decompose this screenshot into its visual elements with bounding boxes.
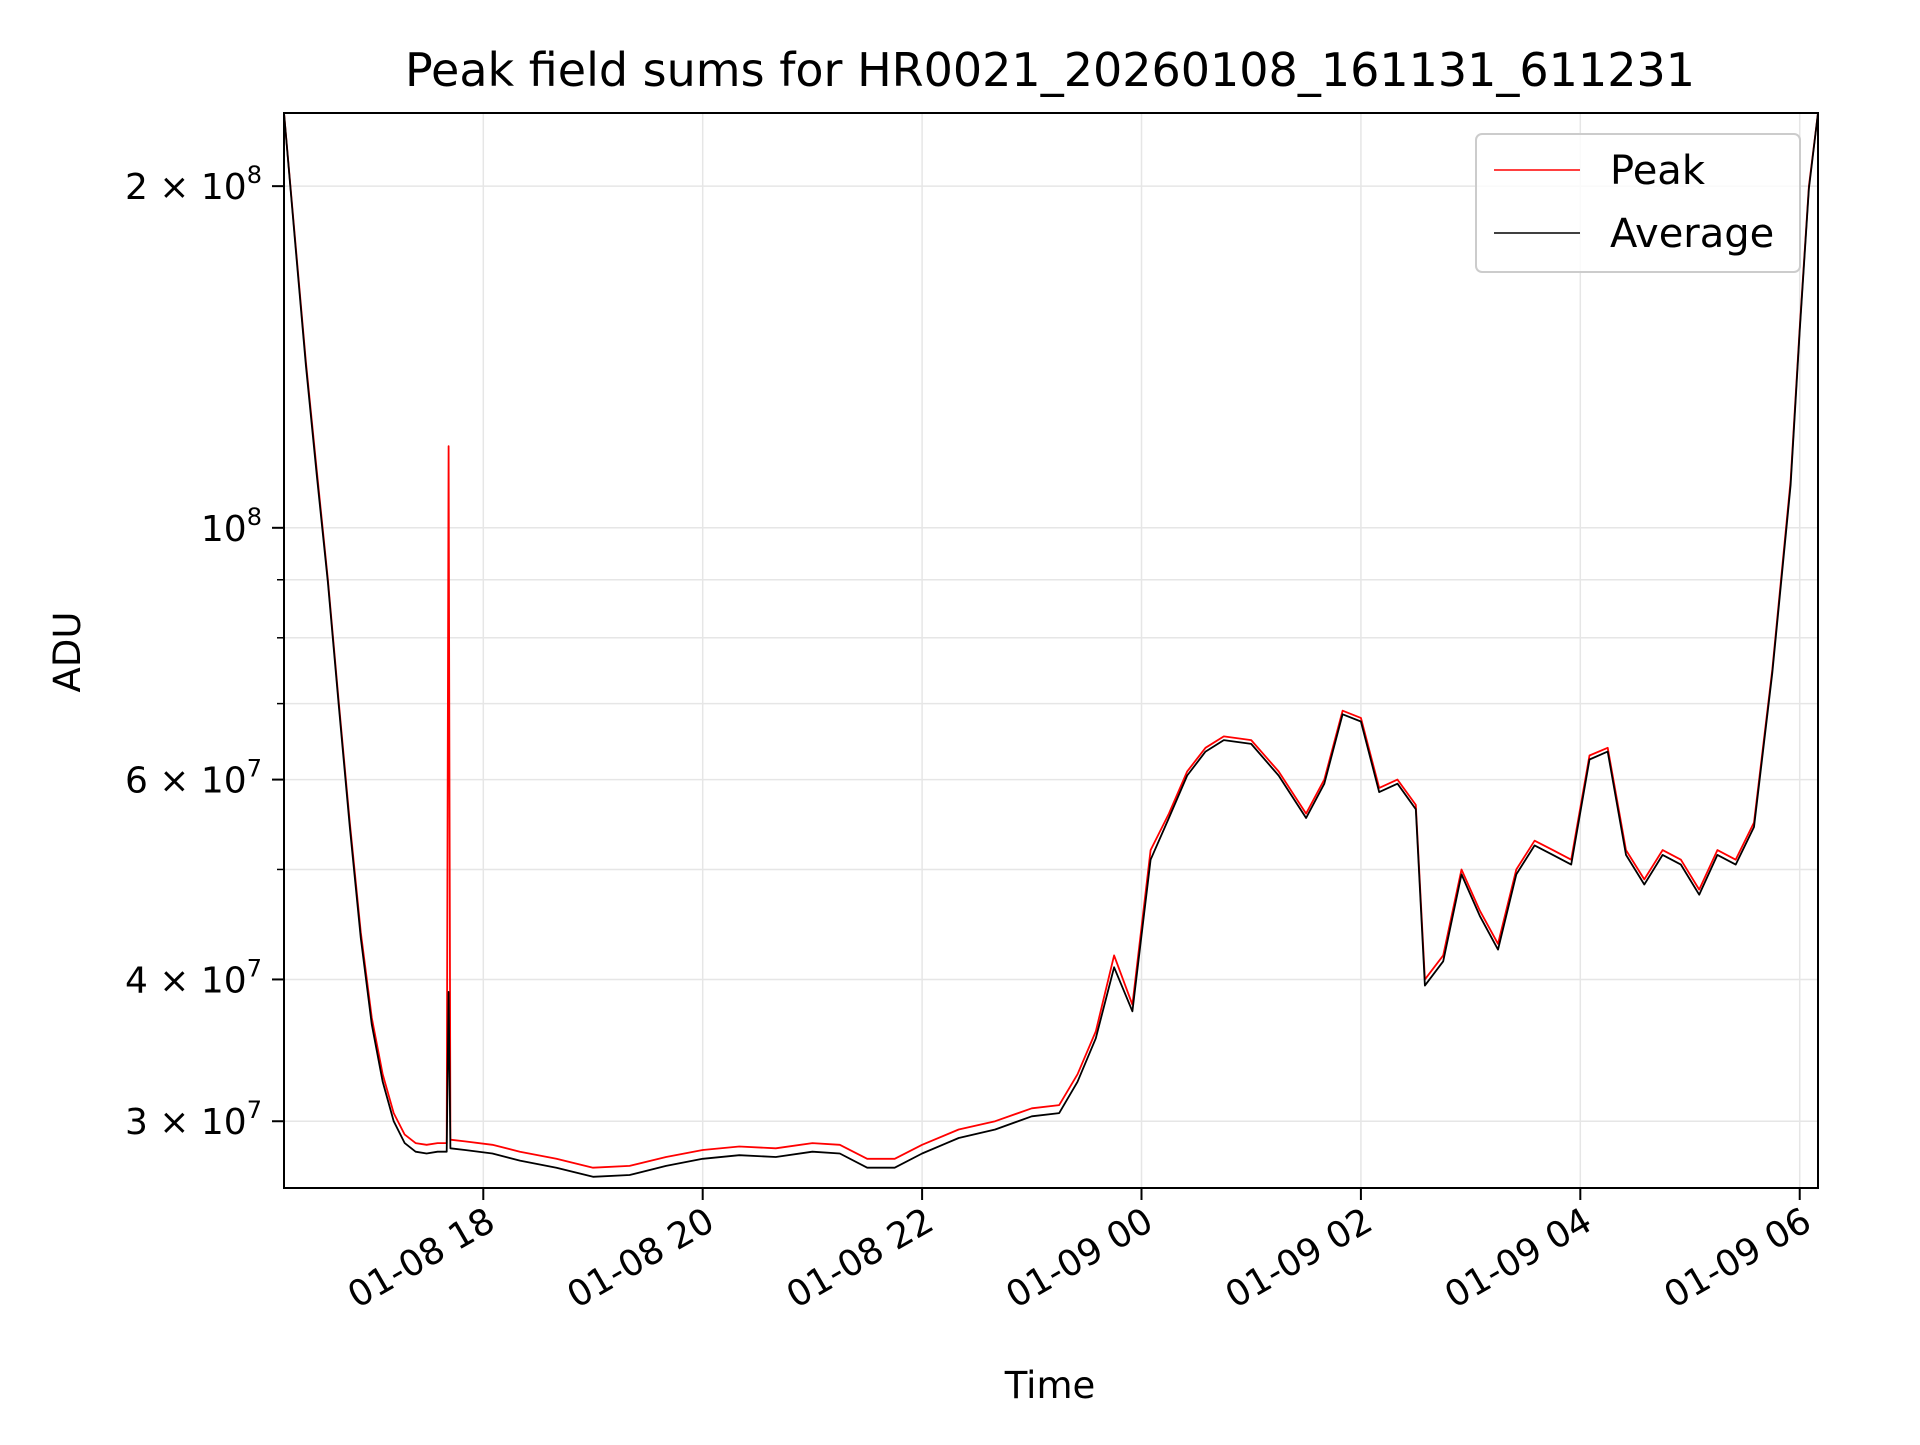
plot-frame bbox=[283, 112, 1819, 1189]
legend-box bbox=[1475, 133, 1801, 273]
legend-label-peak: Peak bbox=[1610, 148, 1706, 194]
x-axis-label: Time bbox=[1004, 1364, 1096, 1407]
chart-title: Peak field sums for HR0021_20260108_1611… bbox=[405, 43, 1695, 97]
series-line-average bbox=[284, 113, 1818, 1178]
y-axis-label: ADU bbox=[46, 612, 89, 693]
legend: Peak Average bbox=[1475, 133, 1801, 273]
legend-label-average: Average bbox=[1610, 211, 1774, 257]
y-tick-label: 2 × 108 bbox=[125, 161, 262, 208]
series-layer bbox=[284, 113, 1818, 1178]
y-tick-label: 3 × 107 bbox=[125, 1096, 262, 1143]
y-tick-label: 6 × 107 bbox=[125, 755, 262, 802]
series-line-peak bbox=[284, 113, 1818, 1169]
plot-area bbox=[284, 113, 1818, 1178]
y-axis-ticks: 3 × 107 4 × 107 6 × 107 108 2 × 108 bbox=[125, 161, 284, 1143]
grid bbox=[284, 113, 1818, 1188]
y-tick-label: 108 bbox=[201, 503, 262, 550]
y-tick-label: 4 × 107 bbox=[125, 954, 262, 1001]
